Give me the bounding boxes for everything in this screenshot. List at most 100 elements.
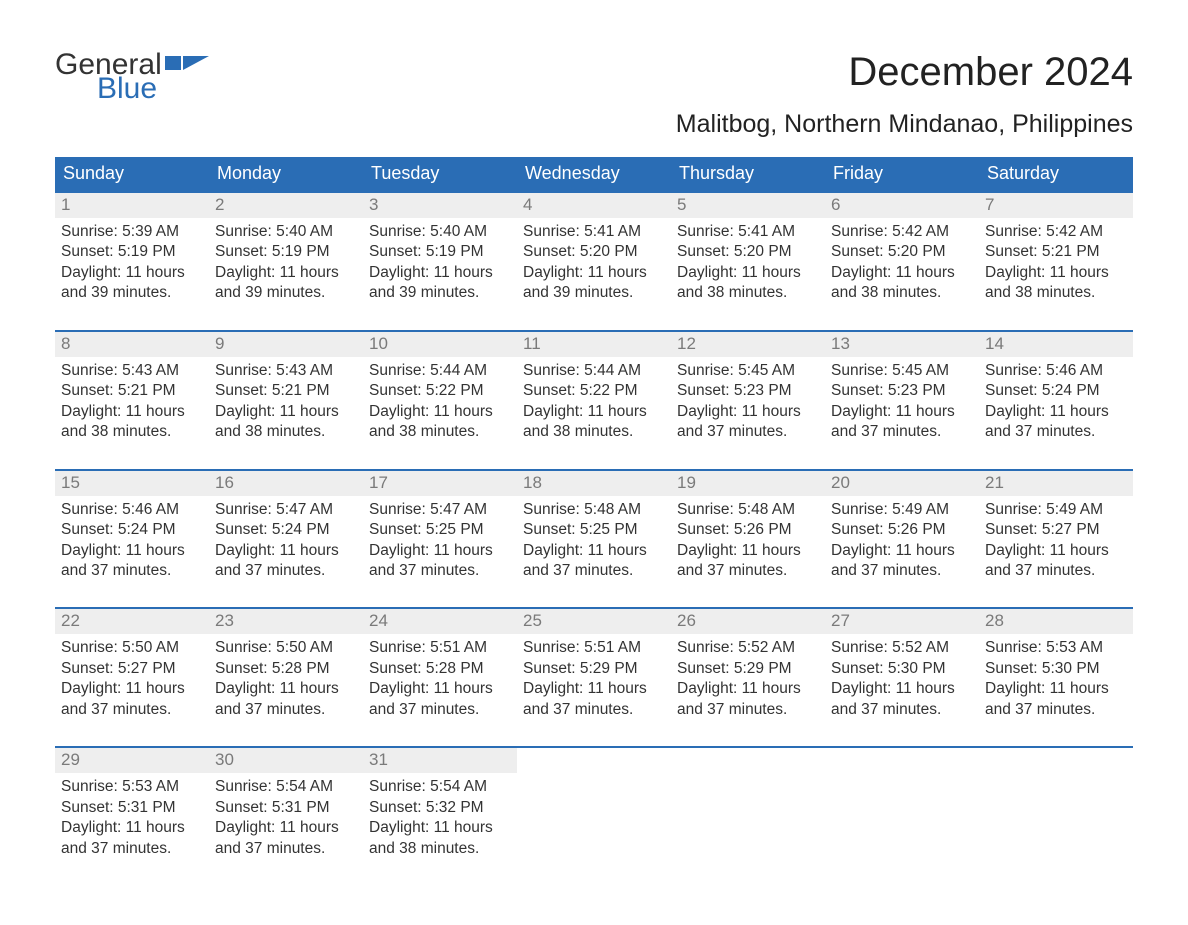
weekday-header: Sunday [55, 157, 209, 191]
day-number: 9 [209, 332, 363, 357]
calendar-day-cell: 19Sunrise: 5:48 AMSunset: 5:26 PMDayligh… [671, 469, 825, 608]
day-details: Sunrise: 5:47 AMSunset: 5:25 PMDaylight:… [363, 496, 517, 582]
calendar-day-cell: .. [517, 746, 671, 885]
day-details: Sunrise: 5:53 AMSunset: 5:31 PMDaylight:… [55, 773, 209, 859]
day-details: Sunrise: 5:47 AMSunset: 5:24 PMDaylight:… [209, 496, 363, 582]
calendar-week-row: 29Sunrise: 5:53 AMSunset: 5:31 PMDayligh… [55, 746, 1133, 885]
calendar-day-cell: 1Sunrise: 5:39 AMSunset: 5:19 PMDaylight… [55, 191, 209, 330]
calendar-day-cell: .. [825, 746, 979, 885]
day-number: 26 [671, 609, 825, 634]
calendar-day-cell: 18Sunrise: 5:48 AMSunset: 5:25 PMDayligh… [517, 469, 671, 608]
calendar-day-cell: 13Sunrise: 5:45 AMSunset: 5:23 PMDayligh… [825, 330, 979, 469]
day-details: Sunrise: 5:52 AMSunset: 5:30 PMDaylight:… [825, 634, 979, 720]
weekday-header: Wednesday [517, 157, 671, 191]
day-number: 31 [363, 748, 517, 773]
calendar-week-row: 1Sunrise: 5:39 AMSunset: 5:19 PMDaylight… [55, 191, 1133, 330]
day-number: 16 [209, 471, 363, 496]
day-details: Sunrise: 5:41 AMSunset: 5:20 PMDaylight:… [671, 218, 825, 304]
day-number: 17 [363, 471, 517, 496]
day-number: 27 [825, 609, 979, 634]
day-details: Sunrise: 5:39 AMSunset: 5:19 PMDaylight:… [55, 218, 209, 304]
day-number: 18 [517, 471, 671, 496]
day-number: 5 [671, 193, 825, 218]
weekday-header: Tuesday [363, 157, 517, 191]
location-subtitle: Malitbog, Northern Mindanao, Philippines [55, 110, 1133, 139]
day-number: 3 [363, 193, 517, 218]
calendar-day-cell: 11Sunrise: 5:44 AMSunset: 5:22 PMDayligh… [517, 330, 671, 469]
calendar-day-cell: 14Sunrise: 5:46 AMSunset: 5:24 PMDayligh… [979, 330, 1133, 469]
calendar-day-cell: 8Sunrise: 5:43 AMSunset: 5:21 PMDaylight… [55, 330, 209, 469]
day-details: Sunrise: 5:46 AMSunset: 5:24 PMDaylight:… [55, 496, 209, 582]
day-number: 23 [209, 609, 363, 634]
day-details: Sunrise: 5:49 AMSunset: 5:27 PMDaylight:… [979, 496, 1133, 582]
calendar-day-cell: 24Sunrise: 5:51 AMSunset: 5:28 PMDayligh… [363, 607, 517, 746]
calendar-day-cell: 26Sunrise: 5:52 AMSunset: 5:29 PMDayligh… [671, 607, 825, 746]
calendar-day-cell: 25Sunrise: 5:51 AMSunset: 5:29 PMDayligh… [517, 607, 671, 746]
day-number: 11 [517, 332, 671, 357]
page-title: December 2024 [848, 50, 1133, 95]
day-number: 14 [979, 332, 1133, 357]
day-number: 10 [363, 332, 517, 357]
calendar-day-cell: 4Sunrise: 5:41 AMSunset: 5:20 PMDaylight… [517, 191, 671, 330]
day-number: 22 [55, 609, 209, 634]
day-details: Sunrise: 5:43 AMSunset: 5:21 PMDaylight:… [55, 357, 209, 443]
day-details: Sunrise: 5:45 AMSunset: 5:23 PMDaylight:… [671, 357, 825, 443]
day-number: 20 [825, 471, 979, 496]
calendar-day-cell: 6Sunrise: 5:42 AMSunset: 5:20 PMDaylight… [825, 191, 979, 330]
weekday-header: Saturday [979, 157, 1133, 191]
day-details: Sunrise: 5:46 AMSunset: 5:24 PMDaylight:… [979, 357, 1133, 443]
day-number: 19 [671, 471, 825, 496]
weekday-header: Thursday [671, 157, 825, 191]
calendar-day-cell: .. [671, 746, 825, 885]
day-details: Sunrise: 5:49 AMSunset: 5:26 PMDaylight:… [825, 496, 979, 582]
day-details: Sunrise: 5:54 AMSunset: 5:32 PMDaylight:… [363, 773, 517, 859]
day-details: Sunrise: 5:51 AMSunset: 5:28 PMDaylight:… [363, 634, 517, 720]
day-number: 24 [363, 609, 517, 634]
day-details: Sunrise: 5:43 AMSunset: 5:21 PMDaylight:… [209, 357, 363, 443]
day-details: Sunrise: 5:42 AMSunset: 5:20 PMDaylight:… [825, 218, 979, 304]
day-number: 7 [979, 193, 1133, 218]
day-details: Sunrise: 5:44 AMSunset: 5:22 PMDaylight:… [517, 357, 671, 443]
calendar-day-cell: 21Sunrise: 5:49 AMSunset: 5:27 PMDayligh… [979, 469, 1133, 608]
day-number: 13 [825, 332, 979, 357]
day-number: 8 [55, 332, 209, 357]
day-details: Sunrise: 5:53 AMSunset: 5:30 PMDaylight:… [979, 634, 1133, 720]
calendar-day-cell: 7Sunrise: 5:42 AMSunset: 5:21 PMDaylight… [979, 191, 1133, 330]
calendar-day-cell: 5Sunrise: 5:41 AMSunset: 5:20 PMDaylight… [671, 191, 825, 330]
calendar-table: Sunday Monday Tuesday Wednesday Thursday… [55, 157, 1133, 885]
calendar-week-row: 8Sunrise: 5:43 AMSunset: 5:21 PMDaylight… [55, 330, 1133, 469]
calendar-week-row: 22Sunrise: 5:50 AMSunset: 5:27 PMDayligh… [55, 607, 1133, 746]
calendar-day-cell: 16Sunrise: 5:47 AMSunset: 5:24 PMDayligh… [209, 469, 363, 608]
day-details: Sunrise: 5:48 AMSunset: 5:26 PMDaylight:… [671, 496, 825, 582]
calendar-day-cell: 3Sunrise: 5:40 AMSunset: 5:19 PMDaylight… [363, 191, 517, 330]
calendar-day-cell: 2Sunrise: 5:40 AMSunset: 5:19 PMDaylight… [209, 191, 363, 330]
day-details: Sunrise: 5:52 AMSunset: 5:29 PMDaylight:… [671, 634, 825, 720]
day-details: Sunrise: 5:45 AMSunset: 5:23 PMDaylight:… [825, 357, 979, 443]
calendar-week-row: 15Sunrise: 5:46 AMSunset: 5:24 PMDayligh… [55, 469, 1133, 608]
calendar-day-cell: 9Sunrise: 5:43 AMSunset: 5:21 PMDaylight… [209, 330, 363, 469]
day-details: Sunrise: 5:54 AMSunset: 5:31 PMDaylight:… [209, 773, 363, 859]
day-details: Sunrise: 5:40 AMSunset: 5:19 PMDaylight:… [363, 218, 517, 304]
day-details: Sunrise: 5:44 AMSunset: 5:22 PMDaylight:… [363, 357, 517, 443]
day-number: 25 [517, 609, 671, 634]
day-number: 21 [979, 471, 1133, 496]
day-number: 30 [209, 748, 363, 773]
day-number: 1 [55, 193, 209, 218]
calendar-day-cell: 28Sunrise: 5:53 AMSunset: 5:30 PMDayligh… [979, 607, 1133, 746]
flag-icon [165, 56, 209, 76]
day-number: 2 [209, 193, 363, 218]
day-details: Sunrise: 5:50 AMSunset: 5:28 PMDaylight:… [209, 634, 363, 720]
day-number: 12 [671, 332, 825, 357]
calendar-day-cell: 27Sunrise: 5:52 AMSunset: 5:30 PMDayligh… [825, 607, 979, 746]
day-details: Sunrise: 5:42 AMSunset: 5:21 PMDaylight:… [979, 218, 1133, 304]
logo: General Blue [55, 50, 209, 104]
day-number: 4 [517, 193, 671, 218]
calendar-day-cell: 10Sunrise: 5:44 AMSunset: 5:22 PMDayligh… [363, 330, 517, 469]
day-number: 6 [825, 193, 979, 218]
day-details: Sunrise: 5:50 AMSunset: 5:27 PMDaylight:… [55, 634, 209, 720]
calendar-day-cell: 31Sunrise: 5:54 AMSunset: 5:32 PMDayligh… [363, 746, 517, 885]
weekday-header-row: Sunday Monday Tuesday Wednesday Thursday… [55, 157, 1133, 191]
calendar-day-cell: 15Sunrise: 5:46 AMSunset: 5:24 PMDayligh… [55, 469, 209, 608]
calendar-day-cell: .. [979, 746, 1133, 885]
calendar-day-cell: 30Sunrise: 5:54 AMSunset: 5:31 PMDayligh… [209, 746, 363, 885]
